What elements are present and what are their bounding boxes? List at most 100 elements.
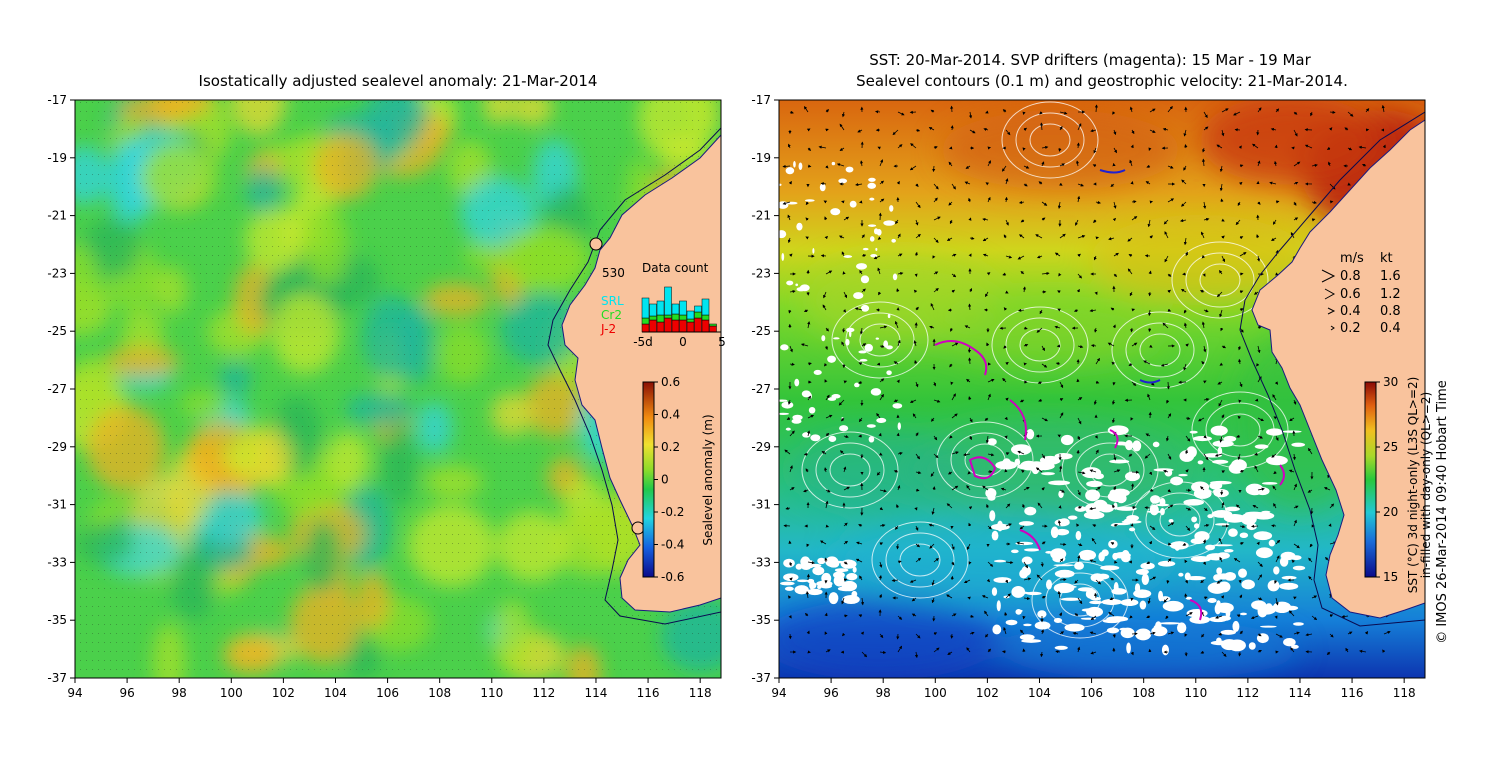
cloud-patch bbox=[1135, 568, 1149, 575]
velocity-arrow bbox=[951, 413, 958, 419]
velocity-arrow bbox=[1057, 290, 1061, 294]
velocity-arrow bbox=[1113, 129, 1117, 136]
velocity-arrow bbox=[909, 165, 917, 171]
count-bar-segment bbox=[656, 321, 665, 333]
velocity-arrow bbox=[1149, 235, 1153, 239]
lat-tick-label: -19 bbox=[751, 151, 771, 165]
velocity-arrow bbox=[1327, 161, 1331, 167]
velocity-arrow bbox=[929, 325, 935, 329]
cloud-patch bbox=[1215, 602, 1234, 613]
cloud-patch bbox=[853, 292, 864, 300]
velocity-arrow bbox=[1183, 363, 1187, 371]
count-bar-segment bbox=[664, 286, 672, 316]
velocity-arrow bbox=[967, 471, 971, 475]
velocity-arrow bbox=[1202, 147, 1206, 153]
cloud-patch bbox=[860, 275, 870, 284]
velocity-arrow bbox=[877, 236, 882, 240]
velocity-arrow bbox=[1107, 342, 1115, 347]
velocity-arrow bbox=[1201, 158, 1206, 167]
lon-tick-label: 108 bbox=[428, 686, 451, 700]
velocity-arrow bbox=[928, 523, 935, 527]
velocity-arrow bbox=[1057, 434, 1062, 438]
velocity-arrow bbox=[987, 378, 995, 383]
velocity-arrow bbox=[1148, 540, 1153, 545]
velocity-arrow bbox=[897, 271, 904, 276]
lon-tick-label: 96 bbox=[119, 686, 134, 700]
velocity-arrow bbox=[838, 235, 845, 239]
velocity-arrow bbox=[985, 435, 989, 444]
velocity-arrow bbox=[1200, 486, 1205, 491]
cloud-patch bbox=[1115, 493, 1127, 504]
velocity-arrow bbox=[1272, 485, 1277, 491]
velocity-arrow bbox=[949, 363, 953, 368]
velocity-arrow bbox=[784, 449, 791, 455]
velocity-arrow bbox=[860, 597, 865, 606]
velocity-arrow bbox=[1041, 417, 1048, 422]
velocity-arrow bbox=[1093, 399, 1097, 405]
velocity-arrow bbox=[1201, 255, 1206, 259]
velocity-arrow bbox=[1203, 345, 1207, 353]
cloud-patch bbox=[1205, 544, 1216, 551]
velocity-arrow bbox=[1059, 631, 1065, 635]
velocity-arrow bbox=[825, 128, 829, 132]
cloud-patch bbox=[796, 287, 806, 292]
velocity-arrow bbox=[982, 217, 989, 222]
velocity-arrow bbox=[879, 633, 884, 639]
velocity-arrow bbox=[1288, 610, 1295, 617]
velocity-arrow bbox=[1271, 524, 1277, 528]
velocity-arrow bbox=[1220, 327, 1224, 332]
velocity-arrow bbox=[968, 303, 972, 311]
velocity-arrow bbox=[1017, 308, 1025, 312]
velocity-arrow bbox=[1183, 129, 1187, 137]
velocity-arrow bbox=[1146, 561, 1151, 565]
velocity-arrow bbox=[981, 595, 989, 599]
cloud-patch bbox=[886, 370, 892, 376]
velocity-arrow bbox=[1328, 523, 1332, 527]
velocity-arrow bbox=[1308, 557, 1313, 563]
velocity-arrow bbox=[966, 647, 971, 653]
velocity-arrow bbox=[1164, 231, 1169, 239]
velocity-arrow bbox=[1198, 417, 1205, 422]
velocity-arrow bbox=[1147, 393, 1151, 401]
velocity-arrow bbox=[1089, 309, 1097, 313]
velocity-arrow bbox=[930, 471, 935, 477]
cloud-patch bbox=[1268, 539, 1275, 547]
velocity-arrow bbox=[897, 451, 903, 456]
velocity-arrow bbox=[1359, 649, 1367, 653]
velocity-arrow bbox=[1329, 614, 1334, 618]
velocity-arrow bbox=[1059, 612, 1062, 617]
cloud-patch bbox=[987, 438, 997, 446]
cloud-patch bbox=[997, 520, 1003, 532]
velocity-arrow bbox=[984, 417, 989, 421]
velocity-arrow bbox=[915, 557, 922, 563]
cloud-patch bbox=[779, 399, 788, 402]
cloud-patch bbox=[1157, 560, 1176, 567]
colorbar-tick-label: 0.2 bbox=[661, 440, 680, 454]
colorbar-tick-label: 15 bbox=[1383, 570, 1398, 584]
velocity-arrow bbox=[1020, 469, 1025, 474]
velocity-arrow bbox=[1113, 252, 1119, 257]
velocity-arrow bbox=[1041, 271, 1050, 276]
velocity-arrow bbox=[1128, 453, 1133, 457]
cloud-patch bbox=[795, 283, 799, 287]
velocity-arrow bbox=[1149, 488, 1154, 492]
velocity-arrow bbox=[1077, 597, 1083, 605]
velocity-arrow bbox=[788, 561, 792, 567]
cloud-patch bbox=[991, 587, 998, 596]
cloud-patch bbox=[892, 403, 903, 409]
cloud-patch bbox=[848, 330, 852, 338]
cloud-patch bbox=[807, 392, 812, 400]
velocity-arrow bbox=[966, 484, 971, 491]
velocity-arrow bbox=[1059, 125, 1063, 131]
velocity-arrow bbox=[843, 561, 848, 565]
count-bar-segment bbox=[656, 300, 665, 316]
velocity-arrow bbox=[1252, 143, 1259, 149]
velocity-arrow bbox=[1253, 291, 1259, 295]
sst-colorbar-label-line1: SST (°C) 3d night-only (L3S QL>=2) bbox=[1406, 377, 1420, 594]
velocity-arrow bbox=[1180, 219, 1187, 223]
cloud-patch bbox=[829, 560, 845, 564]
left-lat-axis: -17 -19 -21 -23 -25 -27 -29 -31 -33 -35 -37 bbox=[47, 93, 75, 685]
velocity-arrow bbox=[1165, 615, 1169, 620]
lon-tick-label: 98 bbox=[876, 686, 891, 700]
